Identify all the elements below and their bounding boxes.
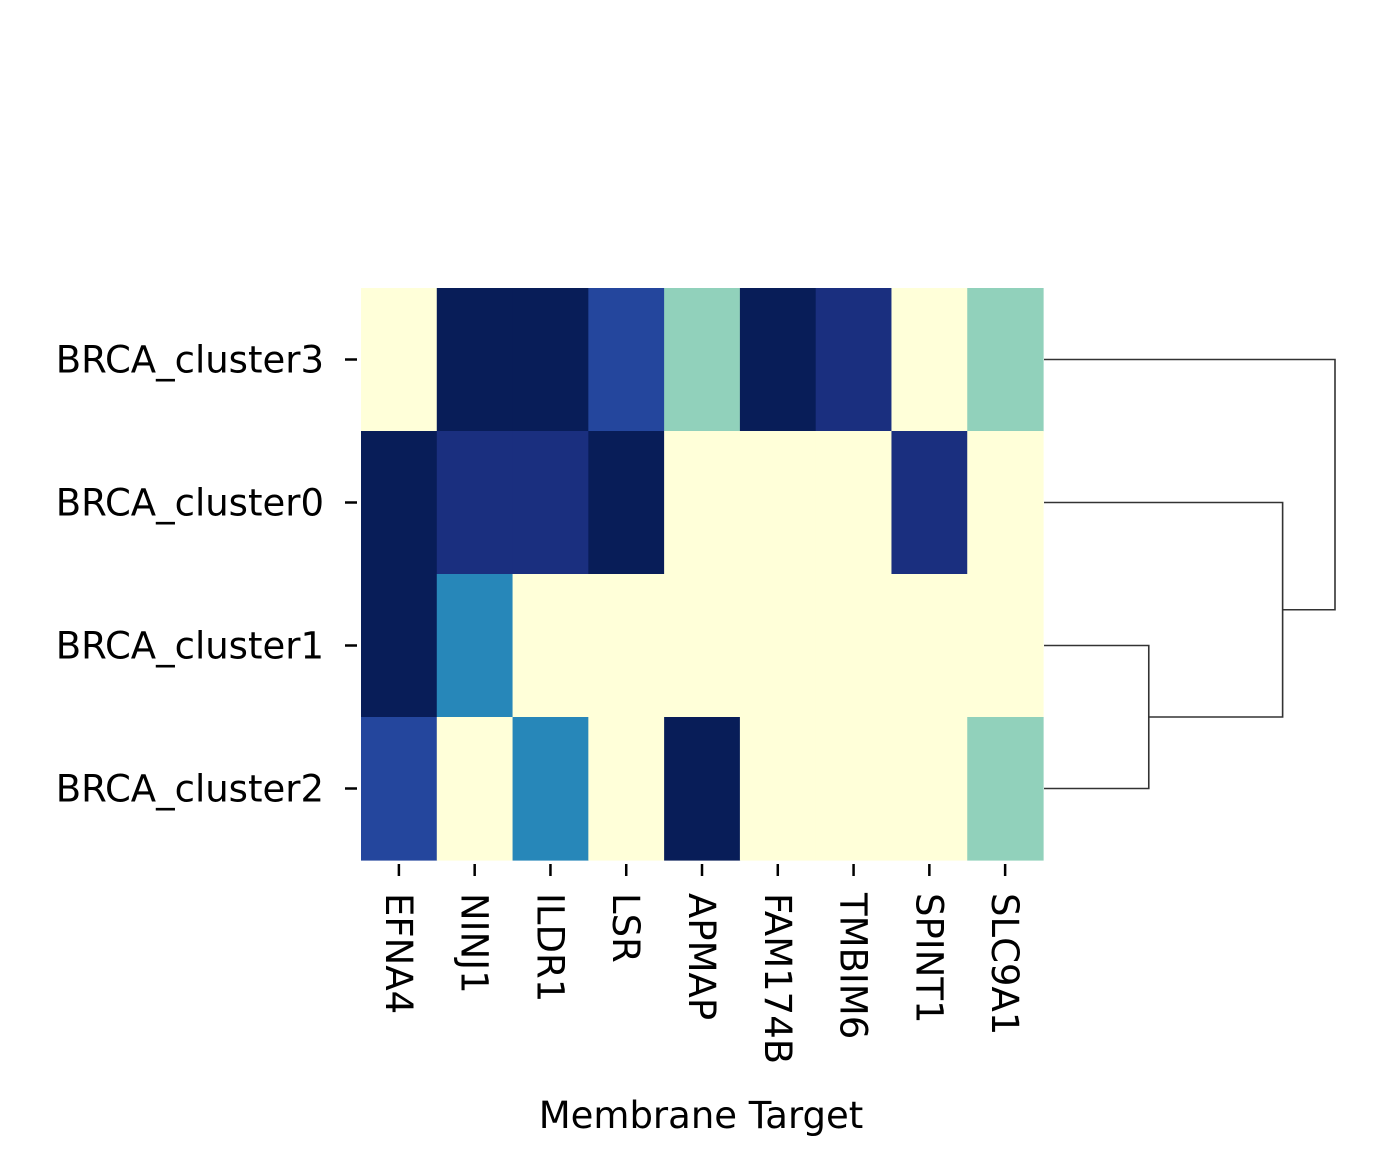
column-tick-label: SLC9A1 [983,893,1026,1035]
row-tick-label: BRCA_cluster0 [56,482,324,525]
heatmap-cell [739,431,817,575]
column-tick-labels: EFNA4 NINJ1 ILDR1 LSR APMAP FAM174B TMBIM6 SPIN… [377,864,1026,1064]
row-tick-label: BRCA_cluster3 [56,339,324,382]
heatmap-cell [891,574,968,718]
heatmap-cell [361,574,438,718]
heatmap-cell [361,288,438,432]
x-axis-label: Membrane Target [539,1094,864,1137]
heatmap-cell [967,574,1044,718]
heatmap-cell [739,288,817,432]
heatmap-cell [436,431,514,575]
heatmap-cell [588,717,665,861]
row-dendrogram [1044,358,1336,790]
heatmap-cell [588,288,665,432]
heatmap-cell [891,431,968,575]
heatmap-cell [512,288,589,432]
heatmap-cell [436,574,514,718]
heatmap-cell [361,717,438,861]
heatmap-cell [967,431,1044,575]
heatmap-cell [815,574,893,718]
dendrogram-link [1044,644,1150,790]
heatmap-cell [664,431,741,575]
heatmap-cell [436,288,514,432]
heatmap-cell [588,431,665,575]
heatmap-cell [891,288,968,432]
heatmap-cell [588,574,665,718]
heatmap-cell [512,431,589,575]
dendrogram-link [1044,358,1336,611]
column-tick-label: NINJ1 [453,893,496,994]
row-tick-label: BRCA_cluster2 [56,768,324,811]
dendrogram-link [1044,501,1284,718]
heatmap-cell [361,431,438,575]
column-tick-label: APMAP [680,893,723,1020]
heatmap-cell [512,717,589,861]
column-tick-label: SPINT1 [907,893,950,1024]
heatmap-cell [739,717,817,861]
heatmap-cell [664,574,741,718]
heatmap-cell [664,717,741,861]
heatmap-cell [815,717,893,861]
heatmap-cell [891,717,968,861]
heatmap-cell [815,431,893,575]
column-tick-label: TMBIM6 [832,892,875,1039]
heatmap-cells [361,288,1044,861]
heatmap-cell [436,717,514,861]
column-tick-label: ILDR1 [528,893,571,1002]
column-tick-label: LSR [604,893,647,963]
row-tick-labels: BRCA_cluster3 BRCA_cluster0 BRCA_cluster1 B… [56,339,357,811]
heatmap-cell [815,288,893,432]
column-tick-label: EFNA4 [377,893,420,1014]
column-tick-label: FAM174B [756,893,799,1064]
heatmap-cell [967,717,1044,861]
heatmap-cell [739,574,817,718]
row-tick-label: BRCA_cluster1 [56,625,324,668]
heatmap-cell [967,288,1044,432]
heatmap-cell [512,574,589,718]
heatmap-cell [664,288,741,432]
